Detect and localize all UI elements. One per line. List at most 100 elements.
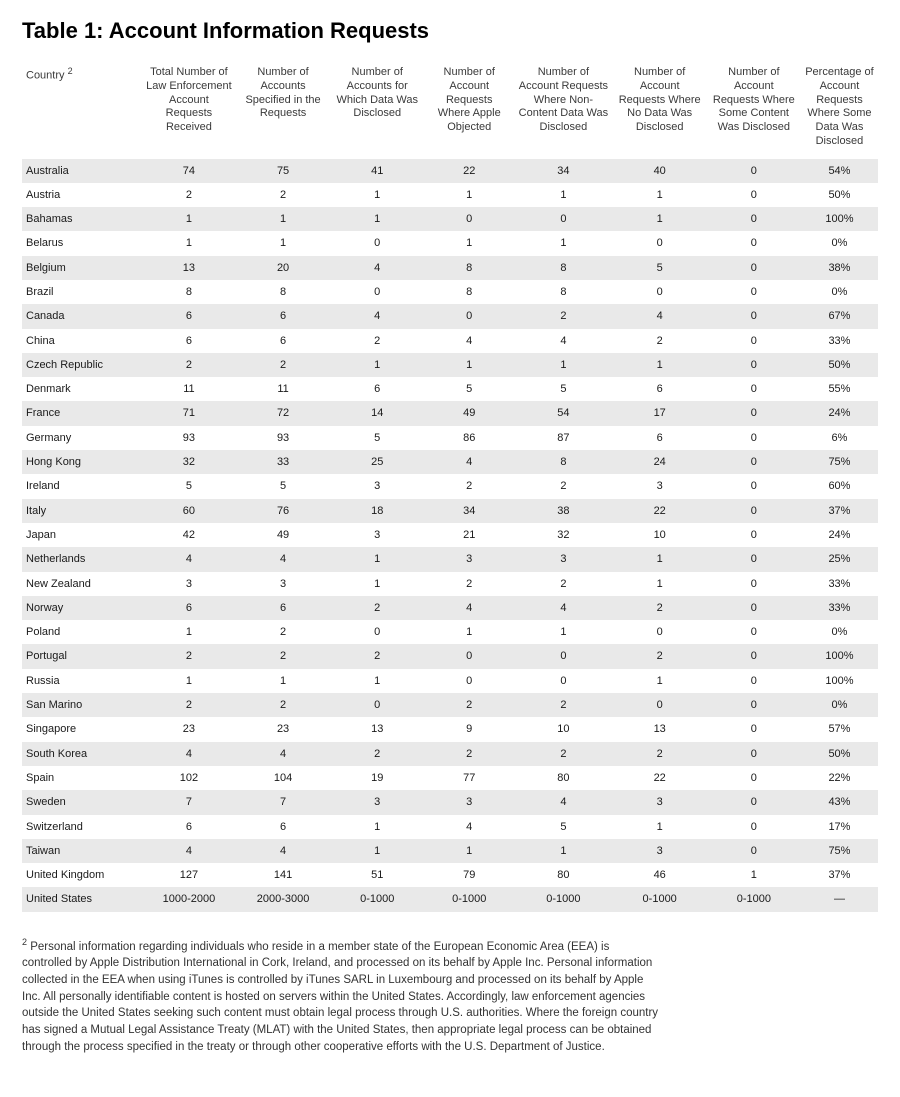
country-cell: Austria (22, 183, 142, 207)
data-cell: 2 (142, 353, 236, 377)
data-cell: 5 (424, 377, 514, 401)
data-cell: 0 (707, 304, 801, 328)
table-row: Netherlands441331025% (22, 547, 878, 571)
data-cell: 0 (330, 280, 424, 304)
data-cell: 4 (330, 304, 424, 328)
country-cell: Taiwan (22, 839, 142, 863)
data-cell: 38 (514, 499, 612, 523)
data-cell: 34 (424, 499, 514, 523)
data-cell: 4 (236, 742, 330, 766)
data-cell: 1 (330, 572, 424, 596)
data-cell: 80 (514, 863, 612, 887)
account-requests-table: Country 2Total Number of Law Enforcement… (22, 62, 878, 912)
data-cell: 0 (707, 401, 801, 425)
data-cell: 2 (613, 742, 707, 766)
data-cell: 1 (613, 572, 707, 596)
table-row: Singapore23231391013057% (22, 717, 878, 741)
data-cell: 3 (424, 790, 514, 814)
data-cell: 8 (514, 280, 612, 304)
data-cell: 25 (330, 450, 424, 474)
data-cell: 72 (236, 401, 330, 425)
data-cell: 2 (236, 644, 330, 668)
data-cell: 1 (613, 547, 707, 571)
data-cell: 6 (142, 596, 236, 620)
data-cell: 14 (330, 401, 424, 425)
data-cell: 2 (142, 644, 236, 668)
data-cell: 6 (142, 329, 236, 353)
column-header: Number of Account Requests Where Some Co… (707, 62, 801, 159)
data-cell: 75 (236, 159, 330, 183)
data-cell: 1 (236, 207, 330, 231)
data-cell: 13 (613, 717, 707, 741)
country-cell: Singapore (22, 717, 142, 741)
data-cell: 25% (801, 547, 878, 571)
country-cell: Belgium (22, 256, 142, 280)
data-cell: 2 (424, 474, 514, 498)
table-row: United States1000-20002000-30000-10000-1… (22, 887, 878, 911)
table-row: Poland12011000% (22, 620, 878, 644)
data-cell: 80 (514, 766, 612, 790)
data-cell: 2 (424, 742, 514, 766)
data-cell: 10 (514, 717, 612, 741)
country-cell: Ireland (22, 474, 142, 498)
data-cell: 4 (142, 839, 236, 863)
data-cell: 0 (707, 596, 801, 620)
table-row: Japan42493213210024% (22, 523, 878, 547)
data-cell: 0 (707, 620, 801, 644)
data-cell: 0 (707, 693, 801, 717)
footnote-marker: 2 (22, 937, 27, 947)
data-cell: 3 (330, 474, 424, 498)
table-row: Portugal2220020100% (22, 644, 878, 668)
data-cell: 6 (613, 426, 707, 450)
data-cell: 0 (707, 790, 801, 814)
data-cell: 37% (801, 863, 878, 887)
table-row: Switzerland661451017% (22, 815, 878, 839)
country-cell: Poland (22, 620, 142, 644)
data-cell: 20 (236, 256, 330, 280)
data-cell: 1 (514, 353, 612, 377)
footnote: 2 Personal information regarding individ… (22, 936, 662, 1056)
table-row: Hong Kong3233254824075% (22, 450, 878, 474)
data-cell: 1 (424, 839, 514, 863)
data-cell: 5 (613, 256, 707, 280)
data-cell: 6 (142, 304, 236, 328)
table-row: United Kingdom12714151798046137% (22, 863, 878, 887)
data-cell: 0 (707, 159, 801, 183)
data-cell: 0 (707, 742, 801, 766)
data-cell: 71 (142, 401, 236, 425)
data-cell: 75% (801, 450, 878, 474)
data-cell: 1 (613, 669, 707, 693)
data-cell: 21 (424, 523, 514, 547)
data-cell: 40 (613, 159, 707, 183)
data-cell: 0 (613, 693, 707, 717)
data-cell: 79 (424, 863, 514, 887)
data-cell: 0 (424, 644, 514, 668)
data-cell: 127 (142, 863, 236, 887)
country-cell: Bahamas (22, 207, 142, 231)
column-header: Total Number of Law Enforcement Account … (142, 62, 236, 159)
data-cell: 1 (330, 839, 424, 863)
data-cell: 2 (613, 329, 707, 353)
country-cell: France (22, 401, 142, 425)
data-cell: 8 (142, 280, 236, 304)
data-cell: 2 (514, 742, 612, 766)
data-cell: 1 (424, 183, 514, 207)
table-row: Bahamas1110010100% (22, 207, 878, 231)
data-cell: 6 (142, 815, 236, 839)
data-cell: 22 (613, 766, 707, 790)
country-cell: Japan (22, 523, 142, 547)
data-cell: 93 (142, 426, 236, 450)
data-cell: 0 (707, 499, 801, 523)
data-cell: 0 (707, 669, 801, 693)
data-cell: 1 (707, 863, 801, 887)
table-row: Canada664024067% (22, 304, 878, 328)
column-header: Number of Account Requests Where Apple O… (424, 62, 514, 159)
data-cell: 0-1000 (707, 887, 801, 911)
data-cell: 32 (514, 523, 612, 547)
data-cell: 37% (801, 499, 878, 523)
data-cell: 17 (613, 401, 707, 425)
data-cell: 0 (707, 183, 801, 207)
data-cell: 2 (514, 572, 612, 596)
data-cell: 1 (330, 815, 424, 839)
data-cell: 1 (330, 207, 424, 231)
